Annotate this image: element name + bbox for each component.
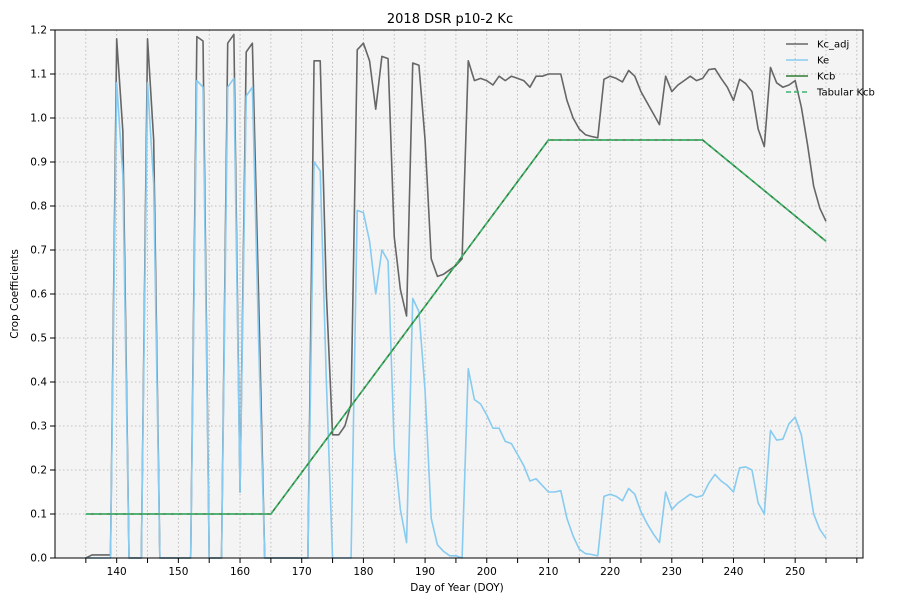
legend-label: Kcb bbox=[817, 72, 835, 83]
y-tick-label: 0.4 bbox=[30, 377, 47, 389]
legend-label: Tabular Kcb bbox=[816, 88, 875, 99]
chart-title: 2018 DSR p10-2 Kc bbox=[387, 12, 513, 27]
x-axis-label: Day of Year (DOY) bbox=[410, 582, 503, 594]
y-tick-label: 0.5 bbox=[30, 333, 47, 345]
x-tick-label: 170 bbox=[292, 566, 312, 578]
x-tick-label: 250 bbox=[785, 566, 805, 578]
x-tick-label: 140 bbox=[107, 566, 127, 578]
x-tick-label: 160 bbox=[230, 566, 250, 578]
y-tick-label: 0.7 bbox=[30, 245, 47, 257]
y-tick-label: 1.0 bbox=[30, 113, 47, 125]
x-axis-ticks: 140 150 160 170 180 190 200 210 220 230 240 250 bbox=[85, 558, 858, 578]
x-tick-label: 230 bbox=[662, 566, 682, 578]
x-tick-label: 200 bbox=[477, 566, 497, 578]
y-tick-label: 0.0 bbox=[30, 553, 47, 565]
y-tick-label: 0.9 bbox=[30, 157, 47, 169]
grid-lines bbox=[55, 29, 863, 559]
y-tick-label: 1.2 bbox=[30, 25, 47, 37]
y-tick-label: 0.6 bbox=[30, 289, 47, 301]
y-tick-label: 0.1 bbox=[30, 509, 47, 521]
series-line-tabular-kcb bbox=[85, 139, 827, 515]
x-tick-label: 190 bbox=[415, 566, 435, 578]
x-tick-label: 240 bbox=[723, 566, 743, 578]
y-axis-label: Crop Coefficients bbox=[9, 249, 21, 339]
legend-label: Kc_adj bbox=[817, 40, 849, 51]
legend: Kc_adj Ke Kcb Tabular Kcb bbox=[786, 40, 875, 99]
y-tick-label: 0.2 bbox=[30, 465, 47, 477]
x-tick-label: 180 bbox=[353, 566, 373, 578]
y-axis-ticks: 0.0 0.1 0.2 0.3 0.4 0.5 0.6 0.7 0.8 0.9 1.0 1.1 1.2 bbox=[30, 25, 55, 565]
legend-label: Ke bbox=[817, 56, 829, 67]
y-tick-label: 0.8 bbox=[30, 201, 47, 213]
y-tick-label: 1.1 bbox=[30, 69, 47, 81]
y-tick-label: 0.3 bbox=[30, 421, 47, 433]
x-tick-label: 210 bbox=[538, 566, 558, 578]
x-tick-label: 150 bbox=[168, 566, 188, 578]
x-tick-label: 220 bbox=[600, 566, 620, 578]
